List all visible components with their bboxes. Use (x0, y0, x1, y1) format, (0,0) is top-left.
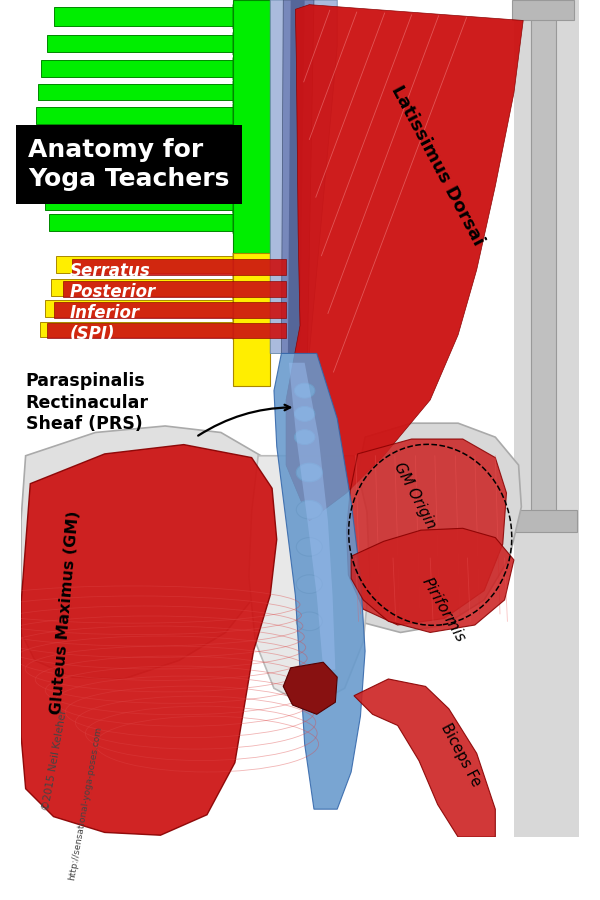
Polygon shape (351, 528, 514, 633)
Ellipse shape (296, 537, 322, 556)
Polygon shape (41, 173, 233, 190)
Polygon shape (233, 319, 270, 339)
Polygon shape (270, 0, 337, 354)
Polygon shape (40, 322, 233, 337)
Polygon shape (233, 148, 270, 171)
Ellipse shape (296, 464, 322, 482)
Polygon shape (506, 509, 577, 532)
Polygon shape (49, 214, 233, 230)
Polygon shape (233, 104, 270, 127)
Text: Anatomy for
Yoga Teachers: Anatomy for Yoga Teachers (28, 138, 230, 192)
Polygon shape (233, 0, 270, 253)
Polygon shape (45, 194, 233, 211)
Polygon shape (36, 130, 233, 147)
Ellipse shape (296, 500, 322, 519)
Polygon shape (233, 298, 270, 320)
Polygon shape (286, 4, 523, 521)
Ellipse shape (295, 383, 315, 398)
Polygon shape (53, 7, 233, 26)
Polygon shape (21, 0, 514, 837)
Polygon shape (233, 58, 270, 80)
Polygon shape (36, 107, 233, 123)
Polygon shape (38, 151, 233, 168)
Polygon shape (47, 323, 286, 338)
Polygon shape (530, 0, 556, 530)
Polygon shape (249, 455, 370, 706)
Polygon shape (51, 279, 233, 296)
Text: GM Origin: GM Origin (391, 461, 439, 532)
Text: http://sensational-yoga-poses.com: http://sensational-yoga-poses.com (67, 725, 103, 881)
Polygon shape (354, 679, 496, 837)
Polygon shape (283, 662, 337, 715)
Polygon shape (233, 128, 270, 149)
Polygon shape (233, 191, 270, 213)
Polygon shape (233, 4, 270, 29)
Polygon shape (72, 258, 286, 275)
Polygon shape (349, 423, 521, 633)
Text: ©2015 Neil Keleher: ©2015 Neil Keleher (41, 708, 69, 812)
Polygon shape (514, 0, 579, 837)
Polygon shape (55, 302, 286, 318)
Text: Latissimus Dorsai: Latissimus Dorsai (388, 83, 488, 248)
Text: Piriformis: Piriformis (419, 575, 468, 644)
Text: Biceps Fe: Biceps Fe (437, 721, 484, 789)
Polygon shape (289, 363, 335, 670)
Polygon shape (233, 32, 270, 55)
Polygon shape (47, 35, 233, 52)
Polygon shape (233, 212, 270, 233)
Polygon shape (21, 426, 274, 679)
Polygon shape (347, 439, 506, 625)
Ellipse shape (295, 407, 315, 421)
Polygon shape (63, 281, 286, 297)
Ellipse shape (296, 575, 322, 593)
Ellipse shape (295, 429, 315, 445)
Polygon shape (288, 0, 305, 354)
Polygon shape (45, 301, 233, 317)
Polygon shape (274, 354, 365, 809)
Text: Gluteus Maximus (GM): Gluteus Maximus (GM) (49, 509, 82, 715)
Polygon shape (233, 253, 270, 276)
Polygon shape (233, 253, 270, 386)
Polygon shape (233, 170, 270, 193)
Text: Paraspinalis
Rectinacular
Sheaf (PRS): Paraspinalis Rectinacular Sheaf (PRS) (26, 372, 149, 433)
Polygon shape (41, 60, 233, 77)
Polygon shape (233, 276, 270, 299)
Polygon shape (21, 445, 277, 835)
Ellipse shape (296, 612, 322, 631)
Polygon shape (233, 81, 270, 104)
Polygon shape (512, 0, 574, 21)
Text: Serratus
Posterior
Inferior
(SPI): Serratus Posterior Inferior (SPI) (70, 262, 155, 343)
Polygon shape (56, 256, 233, 274)
Polygon shape (38, 84, 233, 101)
Polygon shape (281, 0, 314, 354)
